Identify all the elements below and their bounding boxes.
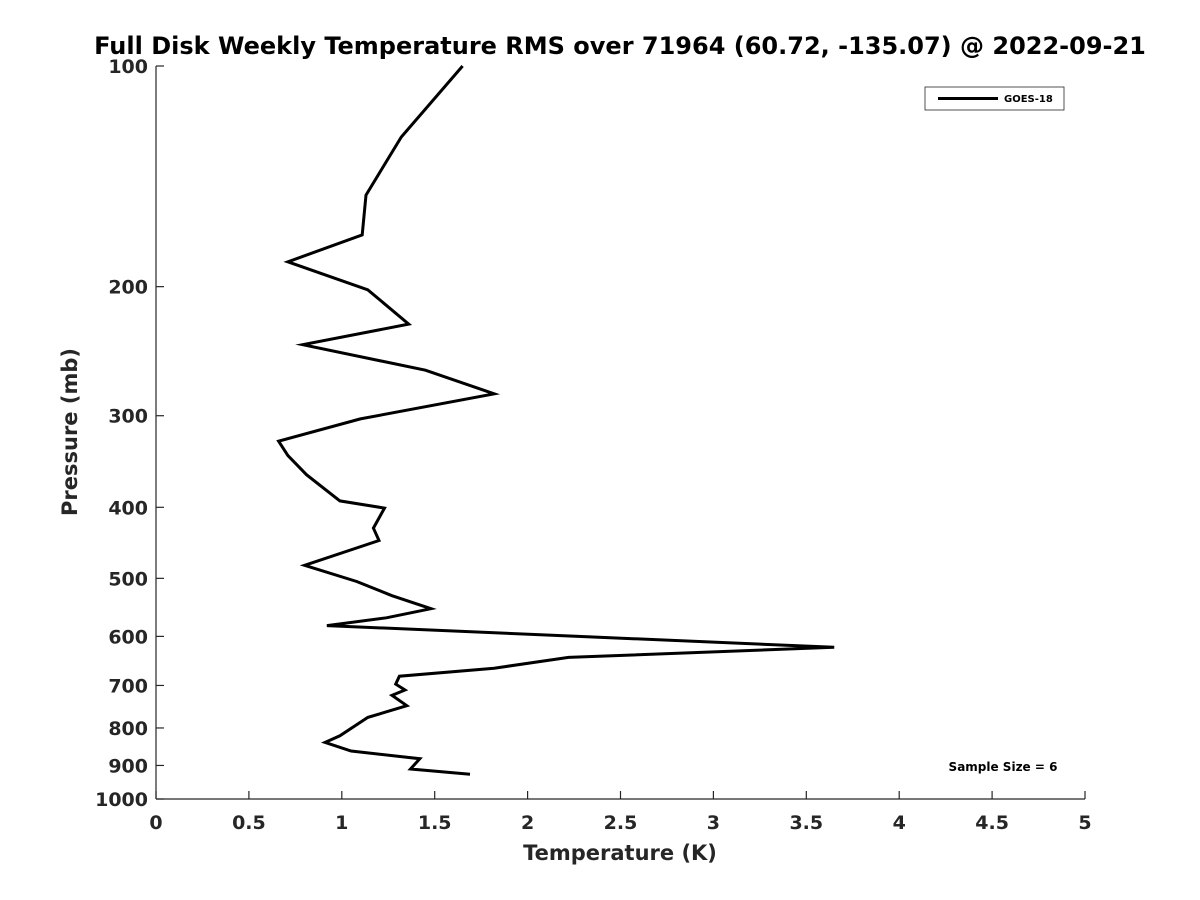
y-tick-label: 800	[108, 718, 148, 740]
series-layer	[276, 65, 835, 776]
plot-area	[156, 66, 1085, 799]
x-tick-label: 3	[707, 812, 720, 834]
legend-label-goes-18: GOES-18	[1004, 94, 1053, 105]
x-tick-label: 5	[1078, 812, 1091, 834]
y-tick-label: 400	[108, 497, 148, 519]
x-tick-label: 1	[335, 812, 348, 834]
x-tick-label: 1.5	[418, 812, 452, 834]
x-axis-ticks: 0 0.5 1 1.5 2 2.5 3 3.5 4 4.5 5	[149, 791, 1092, 834]
y-tick-label: 100	[108, 56, 148, 78]
legend: GOES-18	[924, 86, 1065, 111]
x-tick-label: 4	[893, 812, 906, 834]
y-tick-label: 700	[108, 675, 148, 697]
series-line-goes-18	[276, 65, 835, 776]
x-axis-label: Temperature (K)	[523, 841, 717, 865]
y-tick-label: 300	[108, 406, 148, 428]
x-tick-label: 2	[521, 812, 534, 834]
x-tick-label: 0.5	[232, 812, 266, 834]
x-tick-label: 4.5	[975, 812, 1009, 834]
chart-title: Full Disk Weekly Temperature RMS over 71…	[94, 32, 1146, 60]
x-tick-label: 0	[149, 812, 162, 834]
y-tick-label: 1000	[95, 789, 148, 811]
x-tick-label: 2.5	[604, 812, 638, 834]
y-tick-label: 600	[108, 626, 148, 648]
y-tick-label: 500	[108, 568, 148, 590]
y-axis-label: Pressure (mb)	[58, 348, 82, 516]
y-tick-label: 200	[108, 277, 148, 299]
x-tick-label: 3.5	[789, 812, 823, 834]
y-axis-ticks: 100 200 300 400 500 600 700 800 900 1000	[95, 56, 164, 811]
sample-size-annotation: Sample Size = 6	[949, 760, 1058, 774]
y-tick-label: 900	[108, 755, 148, 777]
